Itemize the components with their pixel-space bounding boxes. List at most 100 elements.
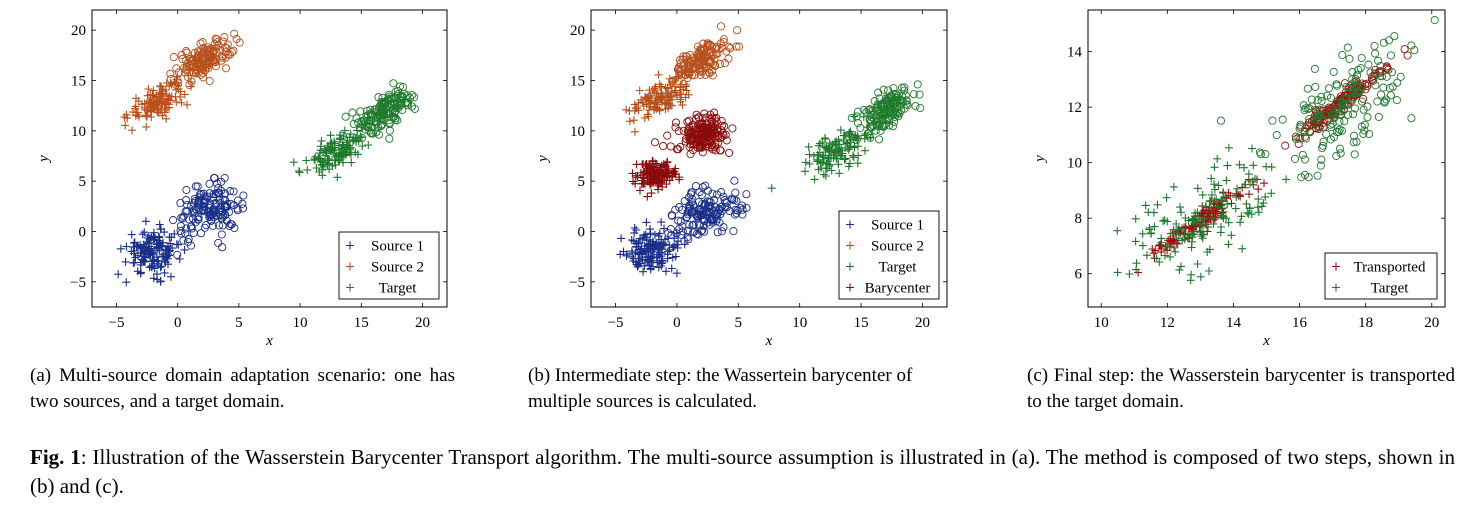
data-point	[183, 237, 193, 246]
legend-marker	[846, 262, 854, 271]
data-point	[142, 122, 151, 131]
data-point	[663, 247, 672, 256]
data-point	[1195, 215, 1204, 224]
data-point	[730, 176, 739, 185]
data-point	[157, 225, 165, 234]
data-point	[717, 227, 726, 236]
data-point	[161, 104, 170, 112]
data-point	[632, 104, 641, 112]
data-point	[338, 131, 347, 140]
y-tick-label: 8	[1075, 211, 1083, 227]
x-tick-label: 10	[293, 315, 308, 331]
data-point	[362, 122, 371, 131]
data-point	[194, 215, 203, 224]
data-point	[1353, 71, 1362, 80]
data-point	[139, 252, 148, 261]
legend: Transported Target	[1324, 252, 1438, 300]
data-point	[824, 144, 833, 153]
data-point	[1354, 65, 1363, 74]
data-point	[716, 59, 725, 69]
data-point	[1310, 118, 1319, 127]
y-tick-label: 10	[570, 124, 585, 140]
y-tick-label: 6	[1075, 267, 1083, 283]
legend-marker	[346, 241, 354, 250]
data-point	[337, 153, 346, 161]
x-tick-label: −5	[608, 315, 624, 331]
data-point	[155, 220, 164, 229]
data-point	[853, 107, 862, 116]
data-point	[679, 52, 688, 61]
data-point	[1214, 181, 1223, 190]
data-point	[1208, 213, 1217, 222]
data-point	[629, 254, 638, 263]
data-point	[1350, 150, 1359, 159]
data-point	[1177, 208, 1185, 217]
data-point	[701, 181, 710, 190]
x-axis-label: x	[1262, 333, 1270, 349]
data-point	[668, 169, 677, 178]
data-point	[1248, 177, 1257, 186]
data-point	[642, 218, 651, 227]
data-point	[738, 205, 747, 214]
data-point	[190, 199, 199, 208]
data-point	[1248, 144, 1256, 153]
data-point	[364, 141, 373, 149]
data-point	[631, 179, 640, 188]
data-point	[348, 108, 357, 117]
data-point	[632, 260, 641, 269]
data-point	[372, 128, 381, 137]
data-point	[622, 105, 631, 114]
data-point	[127, 247, 136, 256]
data-point	[1231, 204, 1240, 213]
data-point	[688, 121, 697, 130]
data-point	[1224, 218, 1233, 227]
data-point	[123, 114, 132, 123]
data-point	[152, 92, 161, 101]
data-point	[177, 213, 186, 222]
data-point	[1315, 106, 1324, 115]
data-point	[1376, 61, 1385, 70]
data-point	[667, 88, 676, 97]
data-point	[1163, 242, 1172, 251]
legend-marker	[346, 283, 354, 292]
data-point	[661, 105, 670, 114]
data-point	[1157, 234, 1166, 243]
data-point	[162, 114, 171, 123]
data-point	[1310, 64, 1319, 73]
data-point	[1346, 91, 1355, 100]
data-point	[646, 229, 655, 238]
data-point	[708, 189, 717, 198]
data-point	[1199, 206, 1208, 215]
data-point	[911, 102, 920, 111]
data-point	[1371, 65, 1380, 74]
data-point	[685, 220, 694, 229]
data-point	[396, 92, 405, 101]
legend-box	[338, 231, 440, 300]
data-point	[853, 119, 863, 128]
series-target	[767, 80, 925, 193]
data-point	[366, 105, 375, 114]
data-point	[639, 267, 648, 276]
data-point	[879, 106, 888, 115]
data-point	[1254, 203, 1262, 212]
data-point	[295, 167, 303, 176]
data-point	[1387, 68, 1397, 77]
data-point	[302, 156, 311, 165]
data-point	[380, 110, 389, 119]
data-point	[900, 86, 909, 95]
data-point	[694, 51, 703, 60]
data-point	[165, 246, 173, 255]
y-tick-label: 10	[1067, 156, 1082, 172]
data-point	[1232, 193, 1241, 202]
data-point	[121, 121, 130, 130]
data-point	[1249, 161, 1258, 170]
x-tick-label: 5	[235, 315, 243, 331]
data-point	[668, 253, 677, 262]
data-point	[700, 44, 709, 53]
data-point	[700, 109, 709, 118]
data-point	[340, 126, 349, 135]
data-point	[915, 90, 924, 99]
data-point	[1175, 265, 1184, 274]
data-point	[395, 82, 405, 91]
data-point	[1354, 87, 1363, 96]
